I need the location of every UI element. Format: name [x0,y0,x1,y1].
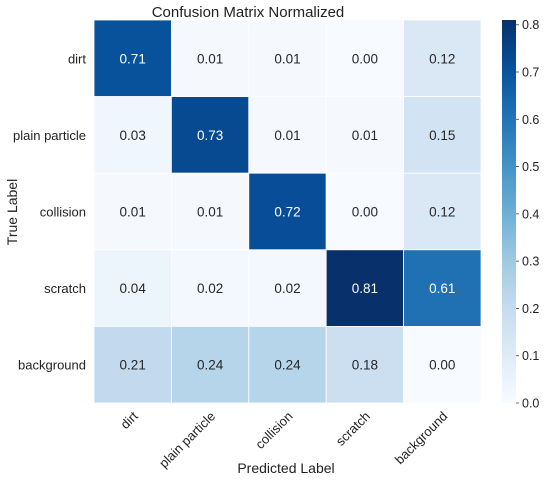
colorbar: 0.0 0.1 0.2 0.3 0.4 0.5 0.6 0.7 0.8 [502,18,539,411]
heatmap-cell [170,19,250,97]
y-tick-label: collision [40,205,86,220]
heatmap-cell [93,96,172,174]
chart-title: Confusion Matrix Normalized [152,4,345,21]
colorbar-tick-label: 0.6 [522,113,539,127]
x-tick-label: dirt [117,408,141,432]
cell-value-label: 0.73 [197,128,223,143]
heatmap-cell [248,96,327,174]
cell-value-label: 0.21 [120,358,146,373]
heatmap-cell [325,249,405,327]
cell-value-label: 0.02 [197,281,223,296]
heatmap-cell [93,325,172,404]
y-tick-label: plain particle [13,128,86,143]
heatmap-cell [248,172,327,251]
cell-value-label: 0.03 [120,128,146,143]
cell-value-label: 0.81 [352,281,378,296]
x-tick-label: scratch [333,409,373,449]
colorbar-tick-label: 0.4 [522,207,539,221]
cell-value-label: 0.12 [429,51,455,66]
cell-value-label: 0.61 [429,281,455,296]
x-tick-label: collision [252,409,295,452]
heatmap-cell [170,249,250,327]
cell-value-label: 0.24 [197,358,224,373]
colorbar-tick-label: 0.0 [522,397,539,411]
heatmap-cell [248,19,327,97]
cell-value-label: 0.72 [274,205,300,220]
heatmap-cell [403,172,482,251]
cell-value-label: 0.00 [352,205,378,220]
cell-value-label: 0.12 [429,205,455,220]
colorbar-tick-label: 0.5 [522,160,539,174]
cell-value-label: 0.71 [120,51,146,66]
cell-value-label: 0.01 [274,51,300,66]
heatmap-cell [248,325,327,404]
y-tick-label: scratch [44,281,86,296]
heatmap-cell [325,172,405,251]
cell-value-label: 0.01 [120,205,146,220]
x-axis-label: Predicted Label [237,460,334,476]
cell-value-label: 0.01 [274,128,300,143]
heatmap-cell [93,249,172,327]
heatmap-cell [403,249,482,327]
y-tick-label: background [18,358,86,373]
cell-value-label: 0.15 [429,128,455,143]
heatmap-cell [170,172,250,251]
heatmap-cell [248,249,327,327]
y-tick-labels: dirt plain particle collision scratch backgr… [13,51,86,372]
colorbar-tick-label: 0.2 [522,302,539,316]
heatmap-cell [403,19,482,97]
colorbar-tick-label: 0.3 [522,255,539,269]
colorbar-gradient [502,20,516,403]
cell-value-label: 0.01 [197,51,223,66]
heatmap-cell [403,325,482,404]
heatmap-cell [403,96,482,174]
cell-value-label: 0.24 [274,358,301,373]
cell-value-label: 0.00 [352,51,378,66]
x-tick-label: background [392,409,451,468]
cell-value-label: 0.04 [120,281,147,296]
colorbar-tick-label: 0.1 [522,349,539,363]
x-tick-label: plain particle [156,409,218,471]
cell-value-label: 0.02 [274,281,300,296]
colorbar-tick-label: 0.8 [522,18,539,32]
heatmap-cell [170,325,250,404]
cell-value-label: 0.01 [197,205,223,220]
heatmap-cell [325,19,405,97]
y-tick-label: dirt [68,51,86,66]
y-axis-label: True Label [4,179,20,245]
heatmap-cells: 0.71 0.01 0.01 0.00 0.12 0.03 0.73 0.01 0.01 0.15… [93,19,482,404]
cell-value-label: 0.01 [352,128,378,143]
colorbar-tick-label: 0.7 [522,66,539,80]
cell-value-label: 0.00 [429,358,455,373]
cell-value-label: 0.18 [352,358,378,373]
heatmap-cell [93,19,172,97]
